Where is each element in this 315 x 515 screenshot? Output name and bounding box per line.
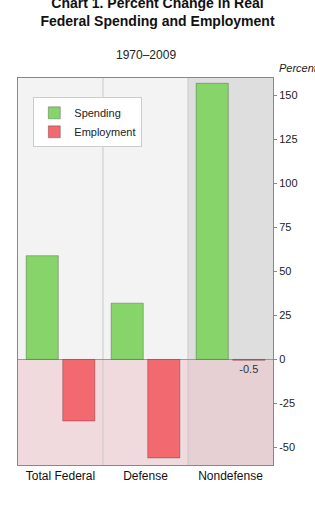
svg-text:Nondefense: Nondefense: [198, 469, 263, 483]
svg-text:Chart 1. Percent Change in Rea: Chart 1. Percent Change in RealFederal S…: [40, 0, 274, 29]
svg-text:75: 75: [279, 221, 291, 233]
svg-text:Total Federal: Total Federal: [26, 469, 95, 483]
svg-text:0: 0: [279, 353, 285, 365]
svg-text:Spending: Spending: [74, 107, 121, 119]
svg-text:-25: -25: [279, 397, 295, 409]
svg-text:150: 150: [279, 89, 297, 101]
svg-text:Percent: Percent: [279, 62, 315, 74]
svg-text:100: 100: [279, 177, 297, 189]
svg-text:125: 125: [279, 133, 297, 145]
svg-text:Employment: Employment: [74, 126, 135, 138]
svg-text:Defense: Defense: [123, 469, 168, 483]
svg-text:25: 25: [279, 309, 291, 321]
svg-text:-50: -50: [279, 441, 295, 453]
svg-text:-0.5: -0.5: [239, 363, 258, 375]
svg-text:50: 50: [279, 265, 291, 277]
svg-text:1970–2009: 1970–2009: [116, 48, 176, 62]
